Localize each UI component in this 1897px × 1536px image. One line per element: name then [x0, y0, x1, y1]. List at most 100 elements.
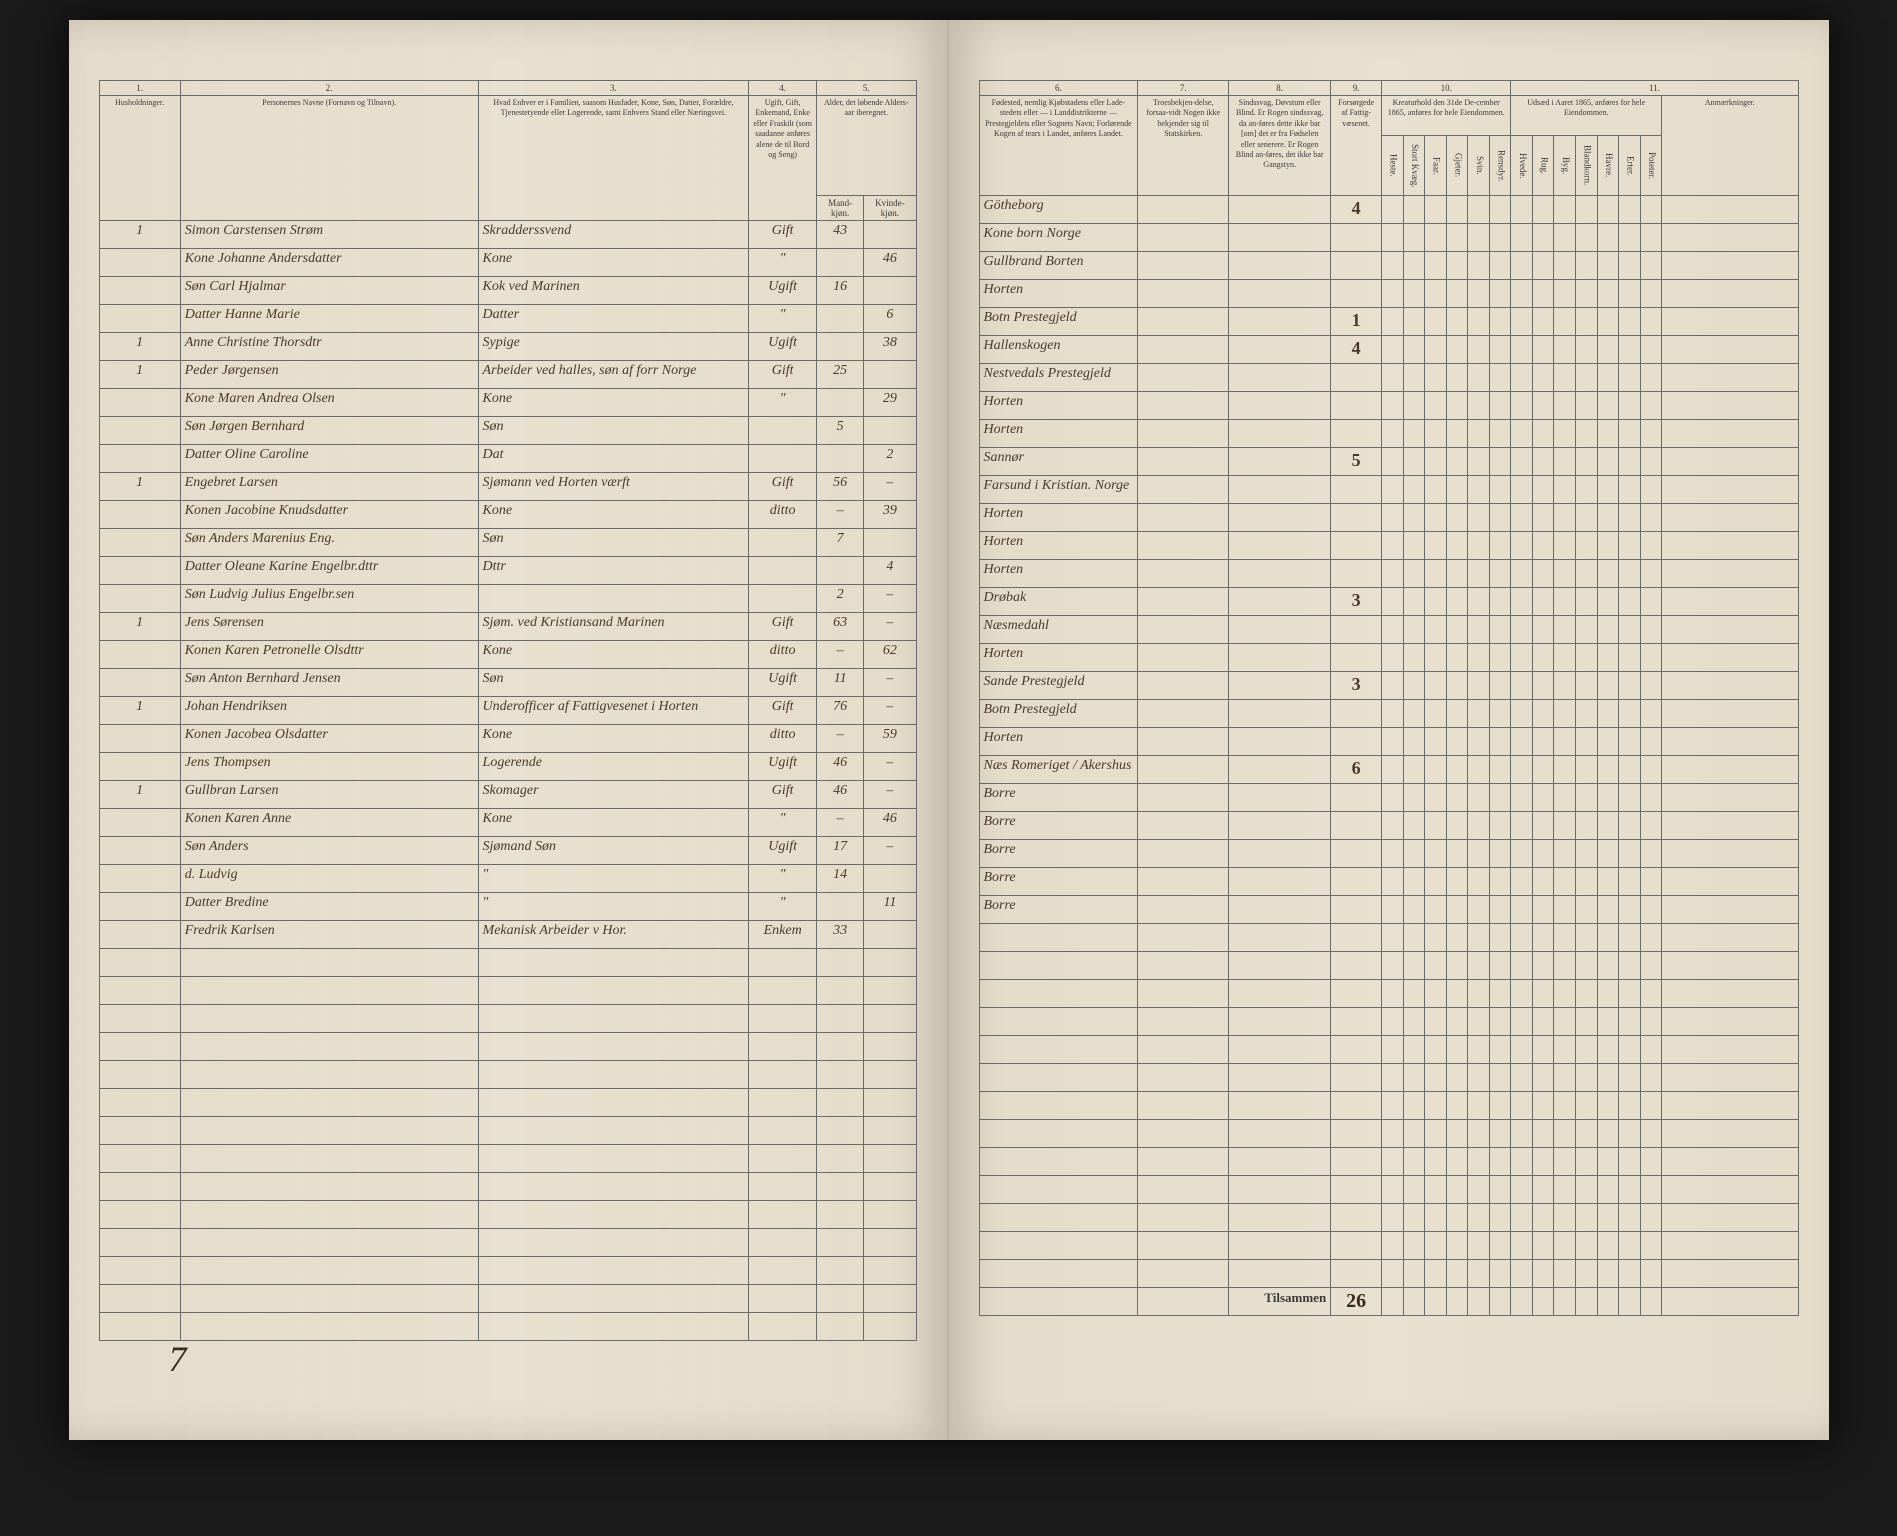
- cell-narrow: [1446, 308, 1468, 336]
- cell-narrow: [1532, 196, 1554, 224]
- cell-age-f: 6: [864, 305, 916, 333]
- cell-age-f: [864, 361, 916, 389]
- cell-narrow: [1597, 896, 1619, 924]
- cell-narrow: [1468, 364, 1490, 392]
- cell-narrow: [1640, 224, 1662, 252]
- cell-narrow: [1382, 504, 1404, 532]
- left-register-table: 1. 2. 3. 4. 5. Husholdninger. Personerne…: [99, 80, 917, 1341]
- cell-narrow: [1468, 224, 1490, 252]
- cell-narrow: [1532, 504, 1554, 532]
- cell-narrow: [1425, 756, 1447, 784]
- cell-count: [1331, 784, 1382, 812]
- cell-disability: [1229, 756, 1331, 784]
- cell-remarks: [1662, 728, 1798, 756]
- col-num-7: 7.: [1138, 81, 1229, 96]
- cell-count: 5: [1331, 448, 1382, 476]
- cell-narrow: [1640, 504, 1662, 532]
- empty-row: [979, 924, 1798, 952]
- cell-status: ditto: [749, 501, 817, 529]
- cell-narrow: [1532, 644, 1554, 672]
- cell-age-m: 11: [816, 669, 863, 697]
- cell-status: ditto: [749, 725, 817, 753]
- cell-disability: [1229, 532, 1331, 560]
- table-row: 1 Peder Jørgensen Arbeider ved halles, s…: [99, 361, 916, 389]
- cell-narrow: [1382, 756, 1404, 784]
- cell-narrow: [1640, 252, 1662, 280]
- cell-household: [99, 753, 180, 781]
- cell-narrow: [1382, 476, 1404, 504]
- cell-narrow: [1640, 784, 1662, 812]
- cell-role: Kok ved Marinen: [478, 277, 749, 305]
- table-row: Datter Oline Caroline Dat 2: [99, 445, 916, 473]
- cell-status: ": [749, 249, 817, 277]
- cell-role: Kone: [478, 501, 749, 529]
- cell-household: 1: [99, 697, 180, 725]
- cell-narrow: [1511, 448, 1533, 476]
- cell-narrow: [1382, 336, 1404, 364]
- cell-narrow: [1403, 532, 1425, 560]
- cell-role: Søn: [478, 529, 749, 557]
- table-row: Søn Anton Bernhard Jensen Søn Ugift 11 –: [99, 669, 916, 697]
- cell-disability: [1229, 196, 1331, 224]
- cell-narrow: [1554, 280, 1576, 308]
- cell-narrow: [1576, 896, 1598, 924]
- cell-status: Gift: [749, 613, 817, 641]
- cell-narrow: [1554, 308, 1576, 336]
- cell-narrow: [1576, 336, 1598, 364]
- cell-narrow: [1619, 588, 1641, 616]
- cell-narrow: [1640, 392, 1662, 420]
- cell-remarks: [1662, 336, 1798, 364]
- header-faith: Troesbekjen-delse, forsaa-vidt Nogen ikk…: [1138, 96, 1229, 196]
- col-num-4: 4.: [749, 81, 817, 96]
- cell-narrow: [1382, 616, 1404, 644]
- cell-narrow: [1511, 672, 1533, 700]
- cell-narrow: [1446, 420, 1468, 448]
- cell-role: Kone: [478, 389, 749, 417]
- cell-narrow: [1425, 644, 1447, 672]
- col-num-8: 8.: [1229, 81, 1331, 96]
- cell-narrow: [1489, 700, 1511, 728]
- cell-narrow: [1554, 672, 1576, 700]
- cell-narrow: [1619, 280, 1641, 308]
- cell-household: [99, 725, 180, 753]
- cell-narrow: [1597, 196, 1619, 224]
- table-row: Næsmedahl: [979, 616, 1798, 644]
- cell-age-m: 63: [816, 613, 863, 641]
- cell-age-f: 29: [864, 389, 916, 417]
- cell-narrow: [1403, 868, 1425, 896]
- cell-household: [99, 277, 180, 305]
- cell-count: [1331, 364, 1382, 392]
- cell-narrow: [1489, 476, 1511, 504]
- cell-birthplace: Horten: [979, 280, 1138, 308]
- cell-narrow: [1382, 896, 1404, 924]
- cell-name: Datter Bredine: [180, 893, 478, 921]
- cell-narrow: [1446, 364, 1468, 392]
- cell-narrow: [1403, 476, 1425, 504]
- cell-name: Fredrik Karlsen: [180, 921, 478, 949]
- table-row: Konen Jacobine Knudsdatter Kone ditto – …: [99, 501, 916, 529]
- cell-remarks: [1662, 420, 1798, 448]
- cell-narrow: [1576, 196, 1598, 224]
- empty-row: [99, 1145, 916, 1173]
- cell-narrow: [1382, 644, 1404, 672]
- cell-age-f: 38: [864, 333, 916, 361]
- cell-narrow: [1532, 896, 1554, 924]
- cell-age-f: –: [864, 613, 916, 641]
- cell-age-f: [864, 865, 916, 893]
- cell-count: [1331, 560, 1382, 588]
- cell-narrow: [1468, 868, 1490, 896]
- cell-narrow: [1403, 616, 1425, 644]
- cell-age-m: 25: [816, 361, 863, 389]
- cell-age-m: [816, 333, 863, 361]
- table-row: Søn Anders Marenius Eng. Søn 7: [99, 529, 916, 557]
- cell-status: [749, 445, 817, 473]
- cell-narrow: [1619, 448, 1641, 476]
- cell-remarks: [1662, 616, 1798, 644]
- header-role: Hvad Enhver er i Familien, saasom Husfad…: [478, 96, 749, 221]
- cell-narrow: [1640, 336, 1662, 364]
- empty-row: [979, 1092, 1798, 1120]
- cell-birthplace: Borre: [979, 896, 1138, 924]
- cell-remarks: [1662, 896, 1798, 924]
- cell-narrow: [1403, 840, 1425, 868]
- table-row: Horten: [979, 560, 1798, 588]
